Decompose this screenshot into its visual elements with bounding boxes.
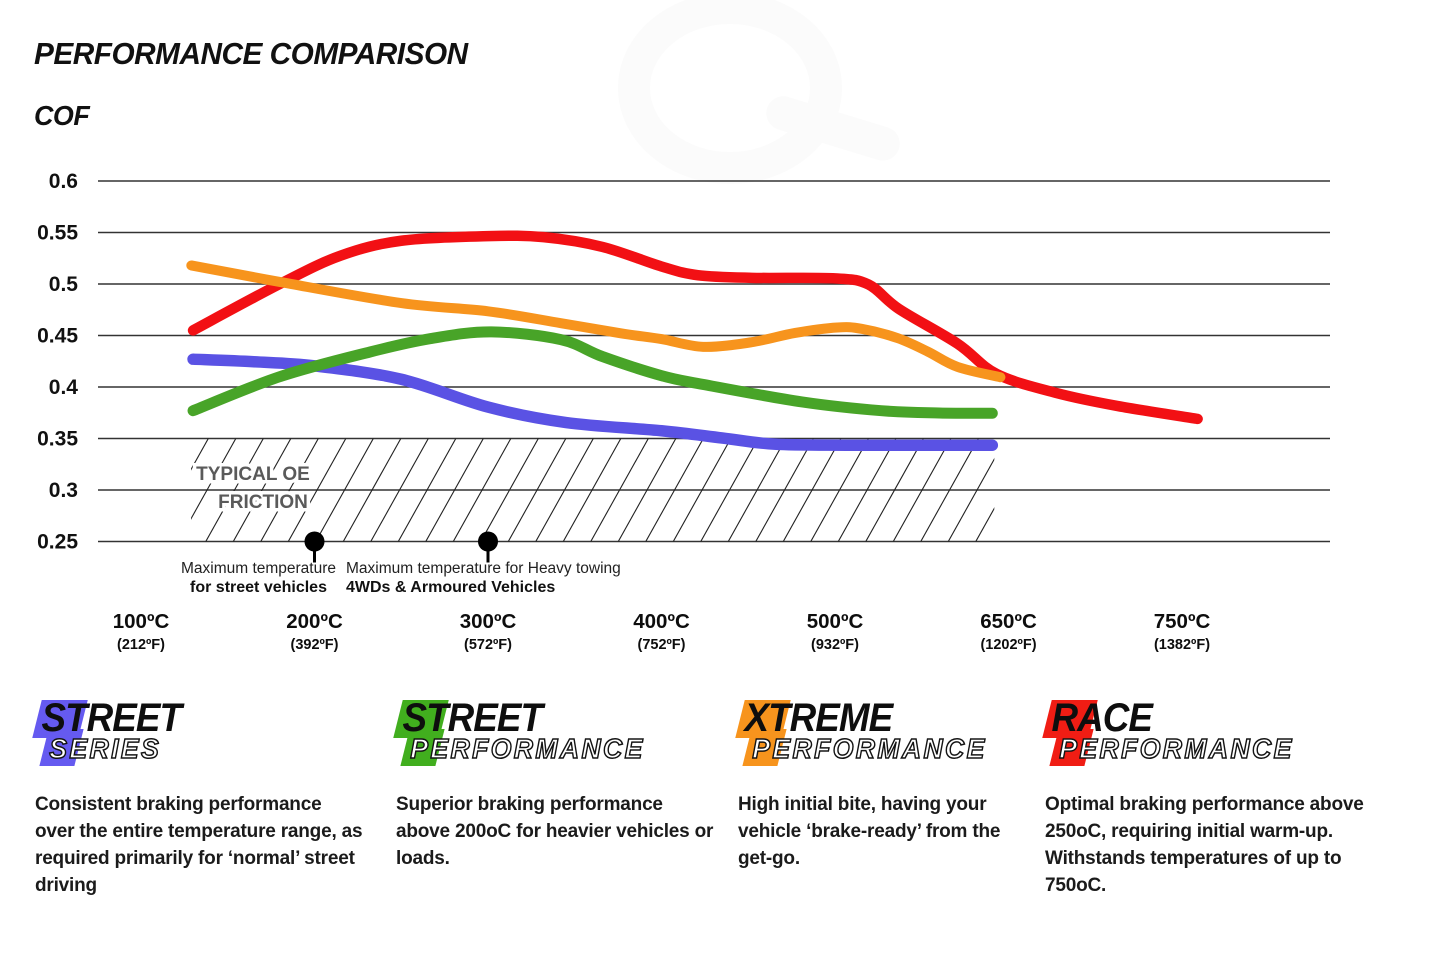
hatch-line [480,438,539,542]
logo-line1: STREET [402,696,543,740]
hatch-line [837,438,897,542]
legend-description: Optimal braking performance above 250oC,… [1045,794,1364,896]
oe-friction-hatch [191,438,995,542]
hatch-line [191,438,237,520]
marker-annotation-line2: for street vehicles [190,579,327,596]
y-axis-title: COF [34,100,90,131]
max-temperature-marker [304,531,325,552]
street-performance-logo: STREET PERFORMANCE [393,696,718,776]
hatch-line [782,438,842,542]
x-tick-label: 500ºC [807,610,864,633]
x-tick-fahrenheit-label: (572ºF) [464,637,512,653]
hatch-line [947,457,995,542]
x-tick-label: 750ºC [1154,610,1211,633]
x-tick-fahrenheit-label: (1202ºF) [980,637,1036,653]
street-series-logo: STREET SERIES [32,696,365,776]
hatch-line [315,438,374,542]
hatch-line [810,438,869,542]
race-performance-logo: RACE PERFORMANCE [1042,696,1375,776]
logo-line2: PERFORMANCE [752,733,987,765]
hatch-line [755,438,814,542]
x-tick-fahrenheit-label: (1382ºF) [1154,637,1210,653]
x-tick-label: 200ºC [286,610,343,633]
legend-description: Superior braking performance above 200oC… [396,794,714,869]
hatch-line [260,438,319,542]
hatch-line [507,438,567,542]
y-tick-label: 0.3 [49,479,78,502]
y-tick-label: 0.45 [37,325,78,348]
legend-street-performance: STREET PERFORMANCE Superior braking perf… [393,696,718,873]
hatch-line [397,438,457,542]
y-tick-label: 0.4 [49,376,79,399]
legend-street-series: STREET SERIES Consistent braking perform… [32,696,365,900]
y-tick-label: 0.5 [49,273,79,296]
hatch-line [672,438,732,542]
hatch-line [562,438,622,542]
x-tick-fahrenheit-label: (212ºF) [117,637,165,653]
y-tick-label: 0.35 [37,428,78,451]
oe-friction-label: TYPICAL OE [196,464,310,485]
y-tick-label: 0.55 [37,222,78,245]
hatch-line [617,438,677,542]
series-line-street-performance [187,326,998,419]
hatch-line [191,438,209,471]
y-tick-label: 0.6 [49,170,78,193]
hatch-line [645,438,704,542]
hatch-line [232,438,292,542]
x-tick-fahrenheit-label: (752ºF) [637,637,685,653]
hatch-line [370,438,429,542]
series-line-xtreme-performance [186,260,1006,383]
max-temperature-marker [478,531,498,552]
hatch-line [975,507,995,542]
series-line-race-performance [187,230,1203,425]
x-tick-label: 400ºC [633,610,690,633]
x-tick-label: 650ºC [980,610,1037,633]
logo-line1: STREET [41,696,182,740]
marker-annotation-line1: Maximum temperature [181,560,336,577]
hatch-line [920,438,979,542]
logo-line2: SERIES [49,733,162,765]
page-title: PERFORMANCE COMPARISON [34,36,468,71]
oe-friction-label: FRICTION [218,492,308,513]
logo-line1: RACE [1051,696,1153,740]
legend-description: Consistent braking performance over the … [35,794,363,896]
legend-race-performance: RACE PERFORMANCE Optimal braking perform… [1042,696,1375,900]
watermark-swoosh [618,0,842,184]
legend-description: High initial bite, having your vehicle ‘… [738,794,1001,869]
logo-line2: PERFORMANCE [1059,733,1294,765]
hatch-line [700,438,759,542]
legend-xtreme-performance: XTREME PERFORMANCE High initial bite, ha… [735,696,1030,873]
marker-annotation-line2: 4WDs & Armoured Vehicles [346,579,555,596]
x-tick-label: 100ºC [113,610,170,633]
xtreme-performance-logo: XTREME PERFORMANCE [735,696,1030,776]
hatch-line [425,438,484,542]
hatch-line [590,438,649,542]
marker-annotation-line1: Maximum temperature for Heavy towing [346,560,621,577]
logo-line1: XTREME [744,696,893,740]
hatch-line [865,438,924,542]
hatch-line [205,438,264,542]
hatch-line [342,438,402,542]
x-tick-label: 300ºC [460,610,517,633]
y-tick-label: 0.25 [37,531,78,554]
x-tick-fahrenheit-label: (932ºF) [811,637,859,653]
hatch-line [727,438,787,542]
hatch-line [287,438,347,542]
hatch-line [892,438,952,542]
logo-line2: PERFORMANCE [410,733,645,765]
hatch-line [535,438,594,542]
watermark-swoosh [766,96,900,161]
x-tick-fahrenheit-label: (392ºF) [290,637,338,653]
hatch-line [452,438,512,542]
